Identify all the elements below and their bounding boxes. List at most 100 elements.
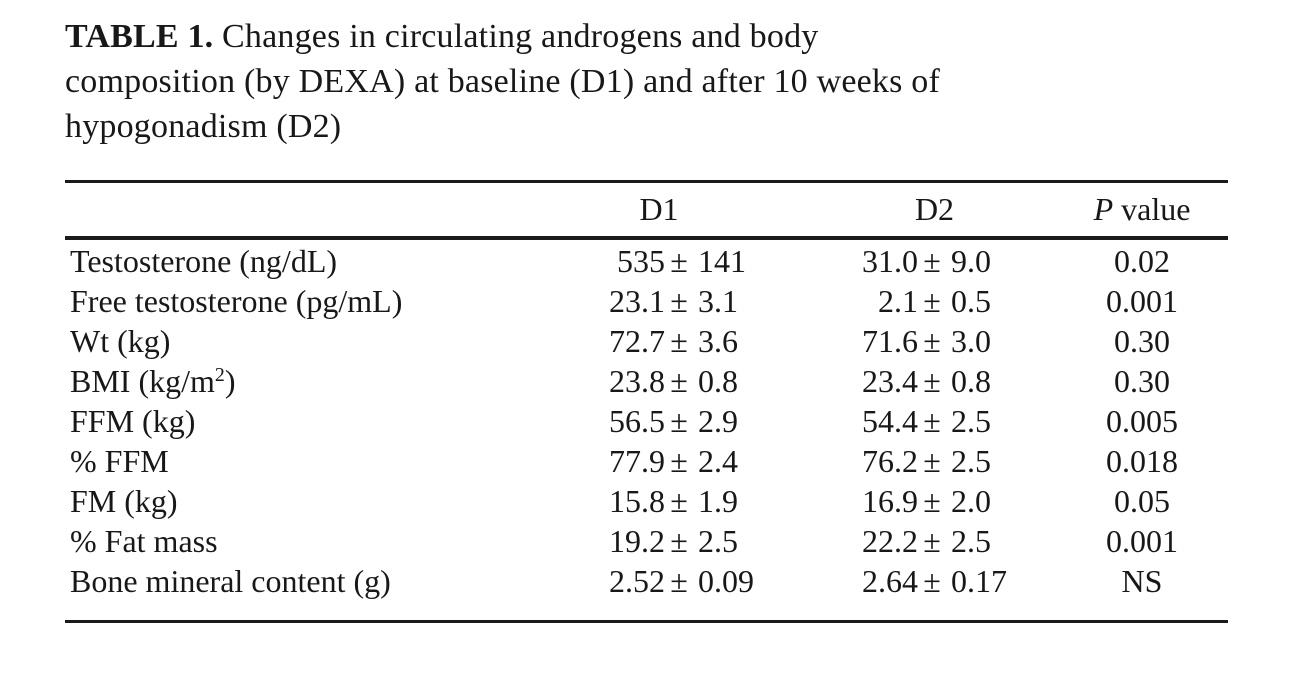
table-header-row: D1 D2 P value: [65, 183, 1228, 236]
d2-value: 54.4: [862, 403, 918, 439]
row-label: % FFM: [70, 443, 169, 479]
p-value: 0.005: [1106, 403, 1178, 439]
d2-value: 23.4: [862, 363, 918, 399]
caption-line-1: TABLE 1. Changes in circulating androgen…: [65, 14, 1228, 59]
p-value: 0.02: [1114, 243, 1170, 279]
d2-error: 0.17: [951, 563, 1007, 599]
table-row: Free testosterone (pg/mL) 23.1 ± 3.1 2.1…: [65, 281, 1228, 321]
d2-error: 0.5: [951, 283, 991, 319]
d2-error: 2.5: [951, 443, 991, 479]
superscript: 2: [214, 364, 225, 387]
plus-minus-sign: ±: [923, 363, 941, 399]
plus-minus-sign: ±: [923, 323, 941, 359]
table-header-rule: [65, 236, 1228, 240]
table-number-label: TABLE 1.: [65, 18, 214, 55]
header-p-value: P value: [1056, 191, 1228, 228]
d2-error: 2.5: [951, 523, 991, 559]
d1-value: 15.8: [609, 483, 665, 519]
d1-error: 2.4: [698, 443, 738, 479]
plus-minus-sign: ±: [670, 483, 688, 519]
plus-minus-sign: ±: [923, 403, 941, 439]
plus-minus-sign: ±: [670, 523, 688, 559]
d1-error: 3.6: [698, 323, 738, 359]
p-value: 0.30: [1114, 363, 1170, 399]
d2-error: 2.0: [951, 483, 991, 519]
table-bottom-rule: [65, 620, 1228, 623]
row-label: Bone mineral content (g): [70, 563, 391, 599]
plus-minus-sign: ±: [670, 283, 688, 319]
plus-minus-sign: ±: [923, 283, 941, 319]
plus-minus-sign: ±: [670, 363, 688, 399]
table-row: FM (kg) 15.8 ± 1.9 16.9 ± 2.0 0.05: [65, 481, 1228, 521]
d2-value: 22.2: [862, 523, 918, 559]
row-label: % Fat mass: [70, 523, 218, 559]
plus-minus-sign: ±: [670, 443, 688, 479]
plus-minus-sign: ±: [670, 563, 688, 599]
row-label: FFM (kg): [70, 403, 196, 439]
d1-error: 2.5: [698, 523, 738, 559]
row-label: BMI (kg/m2): [70, 363, 236, 399]
row-label: Free testosterone (pg/mL): [70, 283, 403, 319]
row-label: Wt (kg): [70, 323, 171, 359]
p-value: 0.001: [1106, 283, 1178, 319]
d1-error: 1.9: [698, 483, 738, 519]
p-value: 0.05: [1114, 483, 1170, 519]
table-row: % Fat mass 19.2 ± 2.5 22.2 ± 2.5 0.001: [65, 521, 1228, 561]
p-value: 0.001: [1106, 523, 1178, 559]
table-row: BMI (kg/m2) 23.8 ± 0.8 23.4 ± 0.8 0.30: [65, 361, 1228, 401]
d2-error: 2.5: [951, 403, 991, 439]
d2-error: 0.8: [951, 363, 991, 399]
p-value: NS: [1121, 563, 1163, 599]
d1-error: 3.1: [698, 283, 738, 319]
header-p-rest: value: [1113, 191, 1191, 227]
plus-minus-sign: ±: [923, 443, 941, 479]
row-label: Testosterone (ng/dL): [70, 243, 338, 279]
table-row: Bone mineral content (g) 2.52 ± 0.09 2.6…: [65, 561, 1228, 601]
d1-value: 72.7: [609, 323, 665, 359]
row-label: FM (kg): [70, 483, 178, 519]
plus-minus-sign: ±: [923, 483, 941, 519]
p-value: 0.30: [1114, 323, 1170, 359]
d2-value: 2.1: [878, 283, 918, 319]
d1-error: 0.09: [698, 563, 754, 599]
d2-error: 3.0: [951, 323, 991, 359]
plus-minus-sign: ±: [923, 563, 941, 599]
d1-value: 2.52: [609, 563, 665, 599]
table-figure: TABLE 1. Changes in circulating androgen…: [65, 14, 1228, 623]
plus-minus-sign: ±: [923, 523, 941, 559]
caption-line-2: composition (by DEXA) at baseline (D1) a…: [65, 63, 940, 100]
plus-minus-sign: ±: [670, 403, 688, 439]
d1-value: 56.5: [609, 403, 665, 439]
table-body: Testosterone (ng/dL) 535 ± 141 31.0 ± 9.…: [65, 240, 1228, 620]
data-table: D1 D2 P value Testosterone (ng/dL) 535 ±…: [65, 180, 1228, 623]
d1-error: 0.8: [698, 363, 738, 399]
table-caption: TABLE 1. Changes in circulating androgen…: [65, 14, 1228, 149]
d2-value: 31.0: [862, 243, 918, 279]
table-row: Testosterone (ng/dL) 535 ± 141 31.0 ± 9.…: [65, 241, 1228, 281]
plus-minus-sign: ±: [923, 243, 941, 279]
caption-text-1: Changes in circulating androgens and bod…: [213, 18, 819, 55]
d1-value: 23.8: [609, 363, 665, 399]
header-d2: D2: [914, 191, 955, 227]
header-d1: D1: [639, 191, 679, 227]
d1-value: 535: [617, 243, 665, 279]
caption-line-3: hypogonadism (D2): [65, 108, 342, 145]
d2-value: 2.64: [862, 563, 918, 599]
d1-error: 141: [698, 243, 746, 279]
d2-value: 76.2: [862, 443, 918, 479]
d1-error: 2.9: [698, 403, 738, 439]
table-row: FFM (kg) 56.5 ± 2.9 54.4 ± 2.5 0.005: [65, 401, 1228, 441]
table-top-rule: [65, 180, 1228, 183]
table-row: % FFM 77.9 ± 2.4 76.2 ± 2.5 0.018: [65, 441, 1228, 481]
d1-value: 23.1: [609, 283, 665, 319]
p-value: 0.018: [1106, 443, 1178, 479]
table-row: Wt (kg) 72.7 ± 3.6 71.6 ± 3.0 0.30: [65, 321, 1228, 361]
plus-minus-sign: ±: [670, 323, 688, 359]
plus-minus-sign: ±: [670, 243, 688, 279]
header-p-italic: P: [1093, 191, 1114, 227]
d2-value: 71.6: [862, 323, 918, 359]
d1-value: 77.9: [609, 443, 665, 479]
d2-error: 9.0: [951, 243, 991, 279]
d1-value: 19.2: [609, 523, 665, 559]
